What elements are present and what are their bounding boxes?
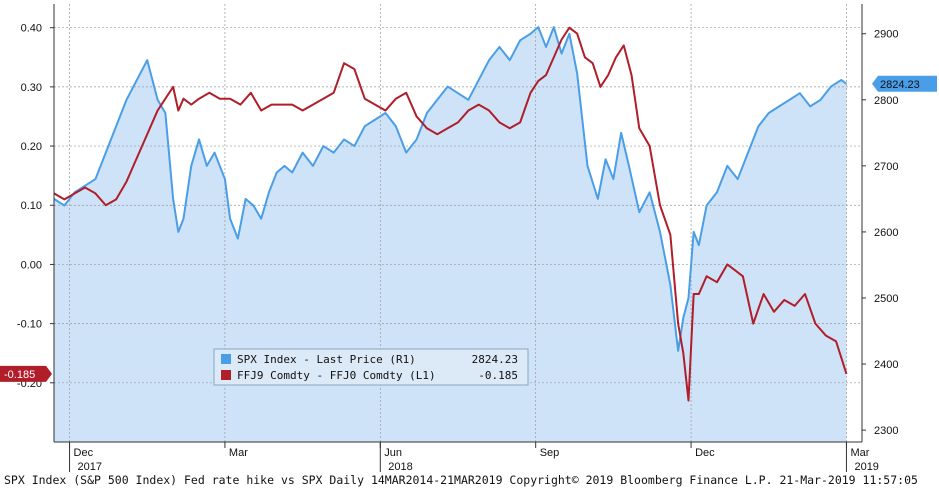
- left-tick-label-2: 0.20: [21, 141, 42, 153]
- legend-swatch-spx: [221, 354, 231, 364]
- x-axis-ticks: Dec 2017 Mar Jun 2018 Sep Dec Mar 2019: [69, 442, 879, 473]
- x-tick-label-5: Mar: [850, 447, 869, 459]
- last-value-badge-right: [872, 75, 937, 92]
- legend-entry-ff-value: -0.185: [478, 369, 518, 382]
- left-tick-label-4: 0.00: [21, 259, 42, 271]
- right-tick-label-5: 2400: [874, 359, 898, 371]
- x-tick-label-0: Dec: [74, 447, 94, 459]
- left-axis-ticks: 0.400.300.200.100.00-0.10-0.20: [17, 23, 54, 390]
- right-axis-ticks: 2900 2800 2700 2600 2500 2400 2300: [862, 29, 898, 437]
- right-tick-label-4: 2500: [874, 293, 898, 305]
- series-line-ff: [53, 26, 848, 402]
- last-value-badges: 2824.23 -0.185: [0, 75, 937, 382]
- legend-entry-ff-name: FFJ9 Comdty - FFJ0 Comdty (L1): [237, 369, 436, 382]
- axes: [53, 4, 863, 443]
- right-tick-label-2: 2700: [874, 161, 898, 173]
- legend-swatch-ff: [221, 370, 231, 380]
- last-value-badge-right-text: 2824.23: [880, 79, 920, 91]
- x-year-label-0: 2017: [78, 461, 102, 473]
- series-lines: [53, 26, 848, 402]
- x-tick-label-4: Dec: [695, 447, 715, 459]
- x-tick-label-3: Sep: [540, 447, 560, 459]
- left-tick-label-1: 0.30: [21, 82, 42, 94]
- legend-box: [213, 348, 529, 386]
- chart-footer: SPX Index (S&P 500 Index) Fed rate hike …: [4, 473, 918, 487]
- left-tick-label-5: -0.10: [17, 319, 42, 331]
- left-tick-label-3: 0.10: [21, 200, 42, 212]
- right-tick-label-6: 2300: [874, 425, 898, 437]
- right-tick-label-1: 2800: [874, 95, 898, 107]
- last-value-badge-left-text: -0.185: [4, 369, 35, 381]
- legend: SPX Index - Last Price (R1) 2824.23 FFJ9…: [213, 348, 529, 386]
- legend-entry-spx-name: SPX Index - Last Price (R1): [237, 353, 416, 366]
- right-tick-label-3: 2600: [874, 227, 898, 239]
- last-value-badge-left: [0, 365, 52, 382]
- spx-area-fill: [54, 27, 847, 443]
- left-tick-label-0: 0.40: [21, 23, 42, 35]
- spx-area: [54, 27, 847, 443]
- legend-entry-spx-value: 2824.23: [472, 353, 518, 366]
- right-tick-label-0: 2900: [874, 29, 898, 41]
- x-tick-label-1: Mar: [229, 447, 248, 459]
- series-line-spx: [53, 26, 848, 352]
- x-year-label-5: 2019: [854, 461, 878, 473]
- x-tick-label-2: Jun: [384, 447, 402, 459]
- x-year-label-2: 2018: [388, 461, 412, 473]
